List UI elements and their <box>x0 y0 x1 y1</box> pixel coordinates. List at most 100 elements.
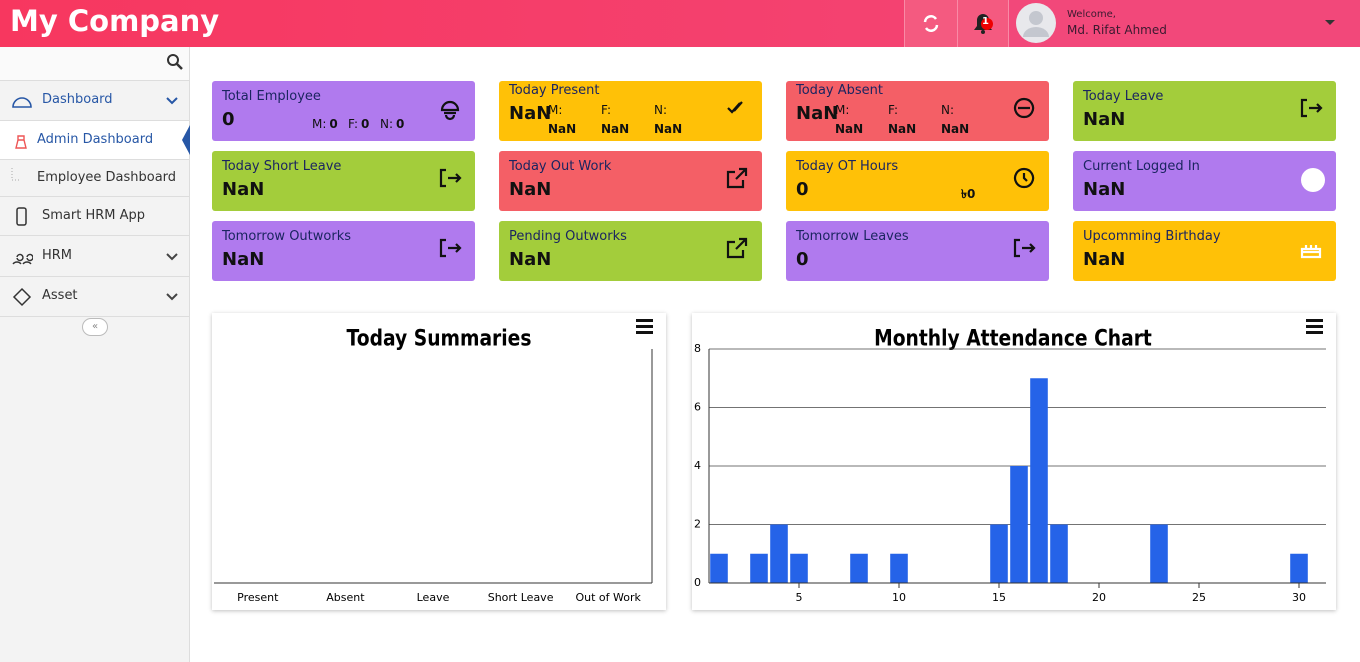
card-value: NaN <box>1083 179 1126 200</box>
sub-value: NaN <box>654 122 683 136</box>
menu-icon <box>636 325 653 328</box>
brand[interactable]: My Company <box>10 4 220 38</box>
sub-value: NaN <box>601 122 630 136</box>
sub-item: N: 0 <box>380 117 404 131</box>
marker <box>182 125 190 155</box>
menu-item[interactable]: Dashboard <box>0 81 189 121</box>
bar <box>890 553 908 583</box>
stat-card: Today Leave NaN <box>1073 81 1336 141</box>
chart-title: Today Summaries <box>347 325 532 351</box>
menu-label: HRM <box>42 247 73 263</box>
chevron <box>166 97 178 105</box>
icon <box>439 168 462 188</box>
icon <box>1300 245 1322 259</box>
stat-card: Current Logged In NaN <box>1073 151 1336 211</box>
card-icon <box>1301 168 1325 192</box>
menu-item[interactable]: Admin Dashboard <box>0 121 190 160</box>
x-tick-label: Short Leave <box>488 591 554 604</box>
card-icon <box>1300 98 1323 118</box>
menu-item[interactable]: Smart HRM App <box>0 197 189 236</box>
card-title: Today Out Work <box>509 159 612 174</box>
stat-card: Today OT Hours 0 ৳0 <box>786 151 1049 211</box>
notification-button[interactable]: 1 <box>957 0 1008 47</box>
menu-icon <box>16 206 27 226</box>
card-title: Current Logged In <box>1083 159 1200 174</box>
card-value: 0 <box>796 179 809 200</box>
stat-card: Today Out Work NaN <box>499 151 762 211</box>
card-value: NaN <box>796 103 839 124</box>
welcome-text: Welcome, <box>1067 9 1116 20</box>
stat-card: Pending Outworks NaN <box>499 221 762 281</box>
menu-icon <box>1306 325 1323 328</box>
card-value: NaN <box>222 249 265 270</box>
card-title: Tomorrow Outworks <box>222 229 351 244</box>
menu-icon <box>12 287 32 307</box>
user-menu[interactable]: Welcome, Md. Rifat Ahmed <box>1008 0 1360 47</box>
menu-item[interactable]: Employee Dashboard <box>0 160 189 197</box>
bar <box>1290 553 1308 583</box>
y-tick-label: 8 <box>694 342 701 355</box>
sub-label: N: <box>380 117 394 131</box>
x-tick-label: 25 <box>1192 591 1206 604</box>
refresh-button[interactable] <box>904 0 957 47</box>
chevron-path <box>166 293 178 301</box>
bar <box>1050 524 1068 583</box>
icon <box>439 238 462 258</box>
card-value: NaN <box>1083 109 1126 130</box>
icon <box>1301 168 1325 192</box>
search-icon <box>167 54 183 70</box>
sub-item: F: 0 <box>348 117 369 131</box>
collapse-button[interactable]: « <box>82 318 108 336</box>
y-tick-label: 0 <box>694 576 701 589</box>
chevron-path <box>166 252 178 260</box>
bar <box>790 553 808 583</box>
menu-label: Employee Dashboard <box>37 169 177 185</box>
card-icon <box>726 237 748 259</box>
icon <box>12 97 32 108</box>
menu-item[interactable]: HRM <box>0 236 189 277</box>
sub-label: F: <box>348 117 359 131</box>
card-value: 0 <box>796 249 809 270</box>
stat-card: Upcomming Birthday NaN <box>1073 221 1336 281</box>
stat-card: Today Short Leave NaN <box>212 151 475 211</box>
stat-card: Tomorrow Leaves 0 <box>786 221 1049 281</box>
bar <box>990 524 1008 583</box>
menu-icon <box>636 319 653 322</box>
search-box[interactable] <box>0 47 189 81</box>
icon <box>440 100 460 121</box>
y-tick-label: 2 <box>694 518 701 531</box>
icon <box>11 167 20 180</box>
header: My Company 1 Welcome, Md. Rifat Ahmed <box>0 0 1360 47</box>
sidebar: Dashboard Admin Dashboard Employee Dashboa… <box>0 47 190 662</box>
icon <box>12 287 32 307</box>
menu-icon <box>636 331 653 334</box>
x-tick-label: 10 <box>892 591 906 604</box>
chevron <box>166 293 178 301</box>
card-title: Today Short Leave <box>222 159 342 174</box>
y-tick-label: 6 <box>694 401 701 414</box>
caret <box>1325 20 1335 25</box>
sub-label: M: <box>312 117 327 131</box>
card-icon <box>1300 245 1322 259</box>
sub-value: NaN <box>548 122 577 136</box>
card-icon <box>440 100 460 121</box>
sub-label: N: <box>654 103 668 117</box>
card-title: Today Present <box>509 83 600 98</box>
icon <box>1300 98 1323 118</box>
bar <box>1030 378 1048 583</box>
sub-label: M: <box>835 103 850 117</box>
card-icon <box>1013 97 1035 119</box>
icon <box>726 237 748 259</box>
y-tick-label: 4 <box>694 459 701 472</box>
card-title: Total Employee <box>222 89 321 104</box>
sub-label: N: <box>941 103 955 117</box>
menu-label: Smart HRM App <box>42 207 146 223</box>
bell-icon <box>974 14 993 34</box>
menu-label: Asset <box>42 288 78 303</box>
sub-label: F: <box>888 103 899 117</box>
card-extra: ৳0 <box>961 187 976 201</box>
sub-label: M: <box>548 103 563 117</box>
sub-value: 0 <box>361 117 370 131</box>
menu-item[interactable]: Asset <box>0 277 189 317</box>
menu-icon <box>1306 319 1323 322</box>
